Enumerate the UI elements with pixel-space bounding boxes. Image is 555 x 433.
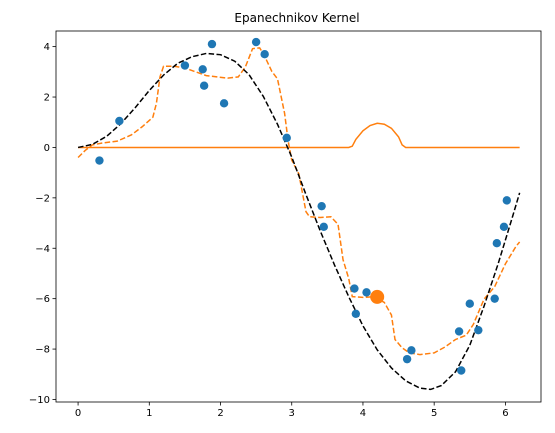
data-point [251,37,261,47]
x-tick-label: 0 [75,408,81,419]
y-tick-label: 4 [44,42,50,53]
kernel-regression-line [77,47,521,356]
data-point [490,294,499,303]
y-tick-label: −4 [35,244,50,255]
true-function-line [77,52,521,391]
data-point [198,65,207,74]
data-point [95,156,104,165]
data-point [351,309,361,318]
y-tick-label: −2 [35,193,50,204]
data-point [199,81,209,90]
x-tick-label: 3 [289,408,295,419]
data-point [457,366,466,375]
data-point [350,284,359,293]
y-tick-label: 0 [44,143,50,154]
data-point [407,346,416,355]
query-point [370,289,385,304]
axes-frame [55,30,542,403]
data-point [180,61,190,70]
data-point [219,99,229,108]
x-tick-label: 4 [360,408,366,419]
data-point [454,327,464,336]
data-point [317,201,326,211]
data-point [502,196,512,205]
x-tick-label: 5 [431,408,437,419]
y-tick-label: −10 [29,395,50,406]
kernel-weight-line [78,122,520,149]
data-point [115,116,124,126]
x-tick-label: 1 [146,408,152,419]
data-point [362,288,371,297]
data-point [282,133,291,143]
axes: 0 1 2 3 4 5 6 −10 −8 −6 −4 −2 0 2 4 [29,30,542,419]
x-tick-label: 6 [502,408,508,419]
data-point [474,325,483,335]
y-tick-label: −8 [35,345,50,356]
data-point [319,222,328,232]
data-point [260,49,269,59]
data-point [402,354,412,364]
data-point [492,239,502,248]
y-tick-label: −6 [35,294,50,305]
data-point [499,222,509,232]
chart-title: Epanechnikov Kernel [234,11,359,25]
data-point [465,299,474,308]
x-tick-label: 2 [217,408,223,419]
plot-area [77,37,521,391]
data-point [207,39,217,49]
y-tick-label: 2 [44,93,50,104]
